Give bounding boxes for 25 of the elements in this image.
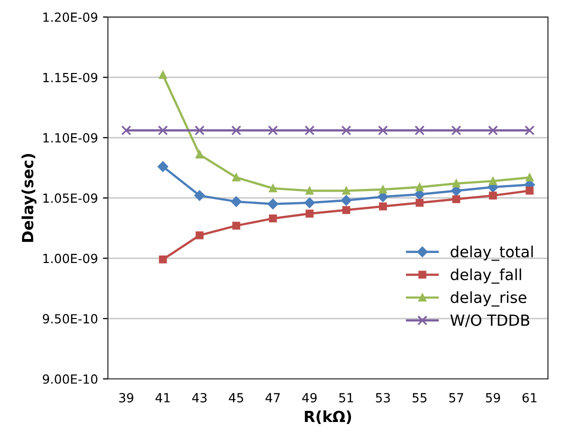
x-tick-label: 55 [412,393,426,402]
y-tick-label: 1.20E-09 [43,12,98,22]
y-tick-label: 1.15E-09 [43,72,98,82]
x-tick-label: 51 [339,393,354,402]
legend-label: delay_total [450,246,533,261]
x-tick-label: 39 [119,392,134,402]
x-tick-label: 61 [522,392,536,402]
x-tick-label: 47 [266,393,280,402]
y-axis-title: Delay(sec) [22,154,36,242]
y-tick-label: 1.05E-09 [43,193,98,203]
x-tick-label: 45 [228,393,244,402]
x-tick-label: 53 [376,392,390,402]
x-axis-title: R(kΩ) [304,410,352,424]
x-tick-label: 43 [192,392,207,402]
y-tick-label: 9.00E-10 [42,374,98,384]
x-tick-label: 57 [449,393,464,402]
y-tick-label: 1.00E-09 [43,254,98,264]
y-tick-label: 1.10E-09 [43,133,98,143]
x-tick-label: 41 [156,393,170,402]
x-tick-label: 59 [486,392,500,402]
legend-label: W/O TDDB [450,314,530,328]
x-tick-label: 49 [302,392,317,402]
legend-label: delay_rise [450,291,526,307]
legend-label: delay_fall [450,268,522,284]
y-tick-label: 9.50E-10 [42,314,98,324]
